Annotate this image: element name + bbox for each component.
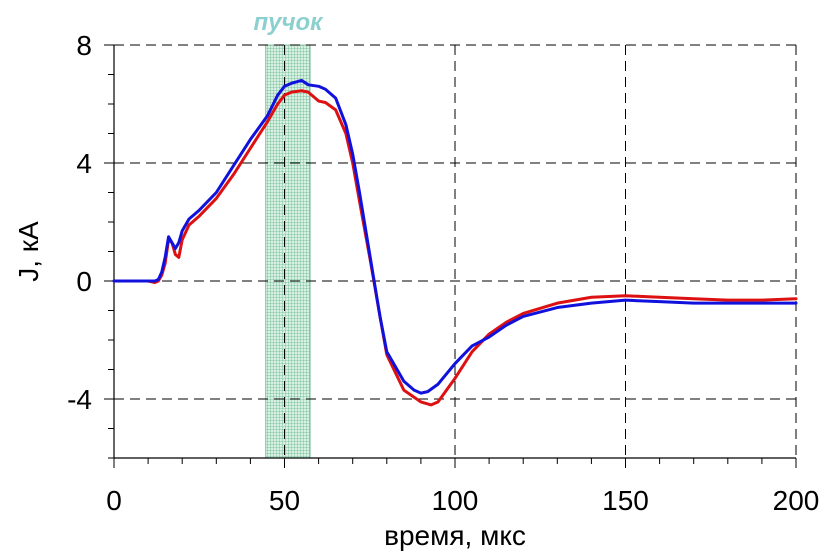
x-tick-label: 200 — [773, 485, 820, 516]
y-tick-label: -4 — [67, 384, 92, 415]
labels-layer: пучок время, мкс J, кА 0 50 100 150 200 8 4 0 -4 — [13, 9, 819, 551]
y-tick-label: 0 — [76, 266, 92, 297]
band-label: пучок — [253, 9, 324, 36]
series-line-2 — [112, 78, 798, 395]
x-axis-title: время, мкс — [384, 520, 526, 551]
series-line-1 — [112, 89, 798, 407]
x-tick-label: 50 — [269, 485, 300, 516]
grid-layer — [114, 44, 797, 458]
x-tick-label: 100 — [432, 485, 479, 516]
x-tick-label: 0 — [106, 485, 122, 516]
y-tick-label: 8 — [76, 30, 92, 61]
axes-layer — [104, 44, 797, 468]
y-tick-label: 4 — [76, 148, 92, 179]
x-tick-label: 150 — [602, 485, 649, 516]
series-layer — [112, 78, 798, 407]
y-axis-title: J, кА — [13, 221, 44, 282]
